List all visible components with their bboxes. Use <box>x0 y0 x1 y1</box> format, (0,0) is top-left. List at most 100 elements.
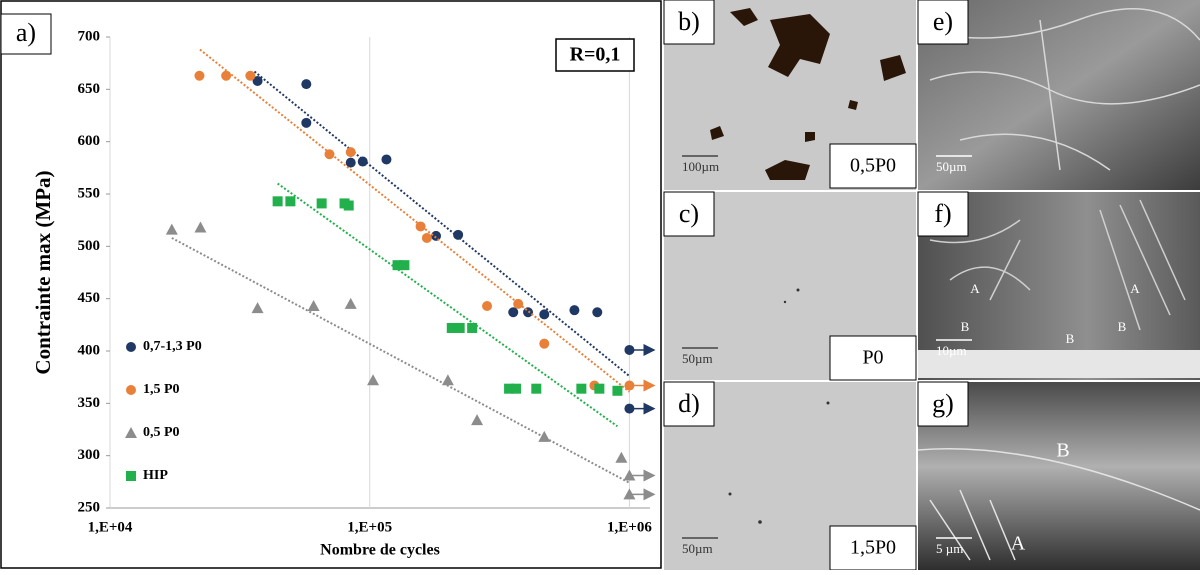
panel-label: c) <box>679 199 699 228</box>
data-point <box>569 305 580 316</box>
legend-marker <box>126 471 136 481</box>
data-point <box>399 260 410 271</box>
panel-label-box <box>663 381 715 427</box>
legend-marker <box>125 427 137 438</box>
panel-caption: 0,5P0 <box>850 155 896 177</box>
panel-label-box <box>663 0 715 45</box>
legend-label: HIP <box>143 468 168 483</box>
legend-marker <box>126 342 136 352</box>
data-point <box>272 196 283 207</box>
data-point <box>251 302 264 314</box>
region-label: B <box>1056 440 1069 462</box>
data-point <box>285 196 296 207</box>
region-label: B <box>1066 331 1075 346</box>
y-tick-label: 250 <box>78 499 101 515</box>
data-point <box>252 75 263 86</box>
data-point <box>539 309 550 320</box>
y-tick-label: 600 <box>78 133 101 149</box>
y-axis-label: Contrainte max (MPa) <box>31 170 55 374</box>
y-tick-label: 450 <box>78 290 101 306</box>
data-point <box>345 157 356 168</box>
data-point <box>446 322 457 333</box>
panel-label-box <box>917 381 969 427</box>
data-point <box>623 488 636 500</box>
panel-caption: P0 <box>862 347 883 369</box>
micrographs <box>664 0 1200 570</box>
fiber <box>918 350 1200 378</box>
y-tick-label: 500 <box>78 238 101 254</box>
pore <box>728 492 732 496</box>
data-point <box>301 117 312 128</box>
x-axis-label: Nombre de cycles <box>320 542 440 559</box>
x-tick-label: 1,E+06 <box>607 519 652 535</box>
data-point <box>453 229 464 240</box>
legend-label: 1,5 P0 <box>143 382 180 397</box>
data-point <box>624 380 635 391</box>
data-point <box>576 383 587 394</box>
data-point <box>431 230 442 241</box>
texture <box>929 199 1186 331</box>
caption-box <box>829 335 917 381</box>
data-point <box>454 322 465 333</box>
scale-label: 5 µm <box>936 541 963 556</box>
data-point <box>623 469 636 481</box>
data-point <box>415 221 426 232</box>
pore <box>796 288 800 292</box>
legend-marker <box>126 385 136 395</box>
trend-line <box>253 70 631 377</box>
data-point <box>367 374 380 386</box>
data-point <box>471 414 484 426</box>
chart-frame <box>0 0 662 569</box>
data-point <box>307 299 320 311</box>
panel-label: d) <box>678 389 700 418</box>
data-point <box>301 79 312 90</box>
data-point <box>357 156 368 167</box>
scale-label: 10µm <box>936 343 967 358</box>
data-point <box>513 298 524 309</box>
pore <box>783 300 787 304</box>
y-tick-label: 700 <box>78 28 101 44</box>
region-label: A <box>1130 281 1140 296</box>
data-point <box>316 198 327 209</box>
panel-label-box <box>917 0 969 45</box>
texture <box>917 448 1200 561</box>
caption-box <box>829 525 917 571</box>
data-point <box>508 307 519 318</box>
texture <box>917 8 1200 171</box>
data-point <box>345 147 356 158</box>
trend-line <box>171 237 630 484</box>
data-point <box>467 322 478 333</box>
data-point <box>343 200 354 211</box>
data-point <box>221 70 232 81</box>
region-label: A <box>1011 533 1026 555</box>
panel-label-box <box>0 13 52 55</box>
data-point <box>592 307 603 318</box>
panel-label-box <box>663 191 715 237</box>
scale-label: 50µm <box>682 541 713 556</box>
y-tick-label: 650 <box>78 81 101 97</box>
data-point <box>612 385 623 396</box>
data-point <box>511 383 522 394</box>
region-label: B <box>961 319 970 334</box>
data-point <box>504 383 515 394</box>
panel-label-box <box>917 191 969 237</box>
data-point <box>594 383 605 394</box>
data-point <box>615 451 628 463</box>
trend-line <box>277 182 619 428</box>
y-tick-label: 400 <box>78 342 101 358</box>
region-label: B <box>1118 319 1127 334</box>
panel-label: e) <box>933 7 953 36</box>
data-point <box>344 297 357 309</box>
x-tick-label: 1,E+05 <box>347 519 392 535</box>
y-tick-label: 350 <box>78 395 101 411</box>
y-tick-label: 550 <box>78 185 101 201</box>
data-point <box>194 70 205 81</box>
y-tick-label: 300 <box>78 447 101 463</box>
region-label: A <box>970 281 980 296</box>
scale-label: 50µm <box>936 159 967 174</box>
pore <box>758 520 762 524</box>
panel-label: b) <box>678 7 700 36</box>
x-tick-label: 1,E+04 <box>88 519 133 535</box>
data-point <box>482 300 493 311</box>
